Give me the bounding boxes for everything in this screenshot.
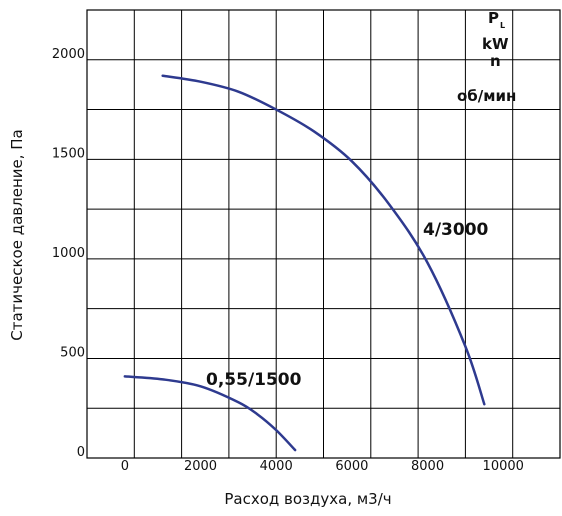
y-axis-label: Статическое давление, Па <box>8 129 26 340</box>
tick-labels: 0 500 1000 1500 2000 0 2000 4000 6000 8000 10000 <box>52 47 524 474</box>
x-tick-label: 2000 <box>184 459 217 474</box>
legend-speed-symbol: n <box>490 52 501 70</box>
legend-header: P L kW n об/мин <box>457 9 516 105</box>
legend-power-unit: kW <box>482 35 509 53</box>
curve-label-4-3000: 4/3000 <box>423 220 489 240</box>
x-axis-label: Расход воздуха, м3/ч <box>224 490 391 508</box>
legend-power-symbol: P <box>488 9 499 27</box>
curve-layer <box>125 76 484 450</box>
y-tick-label: 0 <box>77 445 85 460</box>
y-tick-label: 1500 <box>52 146 85 161</box>
legend-power-subscript: L <box>500 21 505 30</box>
legend-speed-unit: об/мин <box>457 87 516 105</box>
x-tick-label: 8000 <box>411 459 444 474</box>
y-tick-label: 1000 <box>52 246 85 261</box>
y-tick-label: 2000 <box>52 47 85 62</box>
chart-grid <box>87 10 560 458</box>
x-tick-label: 10000 <box>483 459 524 474</box>
x-tick-label: 6000 <box>335 459 368 474</box>
x-tick-label: 0 <box>121 459 129 474</box>
y-tick-label: 500 <box>60 345 85 360</box>
curve-label-0-55-1500: 0,55/1500 <box>206 370 302 390</box>
x-tick-label: 4000 <box>260 459 293 474</box>
